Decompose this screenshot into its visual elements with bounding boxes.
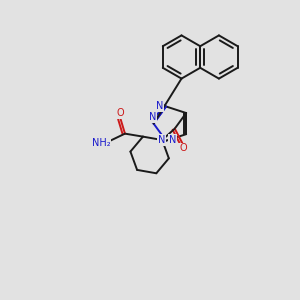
Text: N: N bbox=[156, 101, 163, 111]
Text: O: O bbox=[116, 108, 124, 118]
Text: N: N bbox=[169, 135, 176, 145]
Text: N: N bbox=[158, 135, 165, 145]
Text: N: N bbox=[149, 112, 157, 122]
Text: NH₂: NH₂ bbox=[92, 138, 110, 148]
Text: O: O bbox=[179, 143, 187, 153]
